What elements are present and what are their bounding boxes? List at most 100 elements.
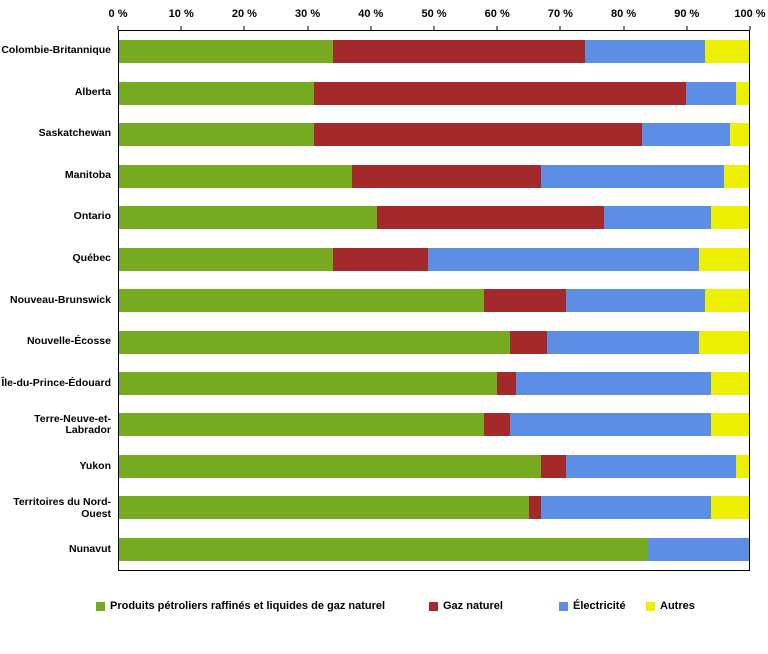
bar-segment: [704, 289, 749, 313]
bar-segment: [427, 247, 699, 271]
bar-segment: [497, 371, 516, 395]
category-label: Yukon: [79, 460, 111, 473]
x-tick-mark: [686, 26, 688, 30]
legend-label: Produits pétroliers raffinés et liquides…: [110, 600, 386, 612]
x-tick-mark: [433, 26, 435, 30]
bar-segment: [484, 413, 510, 437]
bar-segment: [314, 123, 642, 147]
legend-swatch: [559, 601, 568, 611]
category-label: Manitoba: [64, 168, 111, 181]
bar-segment: [509, 413, 712, 437]
x-tick-mark: [559, 26, 561, 30]
legend-item: Produits pétroliers raffinés et liquides…: [96, 600, 385, 612]
legend-label: Gaz naturel: [443, 600, 503, 612]
bar-segment: [119, 206, 378, 230]
bar-segment: [119, 537, 649, 561]
bar-row: [119, 31, 749, 72]
bar-row: [119, 280, 749, 321]
stacked-bar: [119, 537, 749, 561]
bar-row: [119, 114, 749, 155]
bar-segment: [119, 454, 542, 478]
bar-row: [119, 529, 749, 570]
legend-label: Électricité: [573, 600, 626, 612]
bar-segment: [352, 164, 542, 188]
category-label: Nouvelle-Écosse: [26, 335, 111, 348]
bar-segment: [119, 371, 497, 395]
bar-segment: [711, 413, 749, 437]
stacked-bar: [119, 454, 749, 478]
bar-segment: [547, 330, 699, 354]
bar-segment: [704, 40, 749, 64]
stacked-bar: [119, 40, 749, 64]
category-label: Alberta: [74, 85, 111, 98]
stacked-bar: [119, 206, 749, 230]
bar-segment: [119, 164, 353, 188]
bar-segment: [648, 537, 749, 561]
x-tick-label: 20 %: [231, 8, 257, 20]
bar-segment: [515, 371, 712, 395]
stacked-bar: [119, 371, 749, 395]
bar-row: [119, 321, 749, 362]
bar-row: [119, 363, 749, 404]
bar-segment: [541, 164, 724, 188]
bar-segment: [641, 123, 731, 147]
legend-label: Autres: [660, 600, 695, 612]
x-tick-label: 100 %: [734, 8, 766, 20]
x-tick-mark: [243, 26, 245, 30]
bar-segment: [711, 206, 749, 230]
x-tick-label: 90 %: [674, 8, 700, 20]
bar-segment: [685, 81, 737, 105]
bar-segment: [711, 496, 749, 520]
bar-segment: [509, 330, 548, 354]
category-label: Ontario: [73, 210, 111, 223]
stacked-bar: [119, 496, 749, 520]
category-label: Nouveau-Brunswick: [10, 293, 111, 306]
bar-segment: [566, 289, 705, 313]
stacked-bar: [119, 81, 749, 105]
x-tick-mark: [180, 26, 182, 30]
stacked-bar: [119, 289, 749, 313]
x-tick-label: 80 %: [611, 8, 637, 20]
stacked-bar: [119, 247, 749, 271]
bar-segment: [333, 40, 586, 64]
plot-area: [118, 30, 750, 571]
x-tick-label: 50 %: [421, 8, 447, 20]
bar-segment: [730, 123, 749, 147]
category-labels: Colombie-Britannique Alberta Saskatchewan M…: [0, 30, 118, 571]
bar-segment: [566, 454, 737, 478]
bar-segment: [698, 247, 749, 271]
category-label: Territoires du Nord-Ouest: [13, 495, 111, 520]
bar-row: [119, 155, 749, 196]
bar-row: [119, 72, 749, 113]
legend-item: Autres: [646, 600, 695, 612]
bar-segment: [119, 81, 315, 105]
x-tick-mark: [623, 26, 625, 30]
legend-swatch: [646, 601, 655, 611]
category-label: Colombie-Britannique: [1, 44, 111, 57]
chart-body: Colombie-Britannique Alberta Saskatchewan M…: [0, 30, 750, 571]
bar-segment: [333, 247, 428, 271]
bar-segment: [484, 289, 567, 313]
bar-segment: [119, 40, 334, 64]
stacked-bar: [119, 123, 749, 147]
x-tick-label: 60 %: [484, 8, 510, 20]
bar-segment: [377, 206, 605, 230]
stacked-bar: [119, 413, 749, 437]
legend-swatch: [429, 601, 438, 611]
legend-item: Électricité: [559, 600, 626, 612]
stacked-bar: [119, 164, 749, 188]
legend-swatch: [96, 601, 105, 611]
x-tick-label: 40 %: [358, 8, 384, 20]
bar-segment: [528, 496, 542, 520]
bar-segment: [119, 413, 485, 437]
x-tick-mark: [496, 26, 498, 30]
bar-row: [119, 487, 749, 528]
bar-row: [119, 446, 749, 487]
x-tick-label: 70 %: [547, 8, 573, 20]
bar-segment: [119, 289, 485, 313]
bar-segment: [711, 371, 749, 395]
x-axis: 0 % 10 % 20 % 30 % 40 % 50 % 60 % 70 % 80 % 90 % 1…: [109, 6, 766, 30]
bar-row: [119, 197, 749, 238]
bar-segment: [119, 330, 510, 354]
stacked-bar: [119, 330, 749, 354]
